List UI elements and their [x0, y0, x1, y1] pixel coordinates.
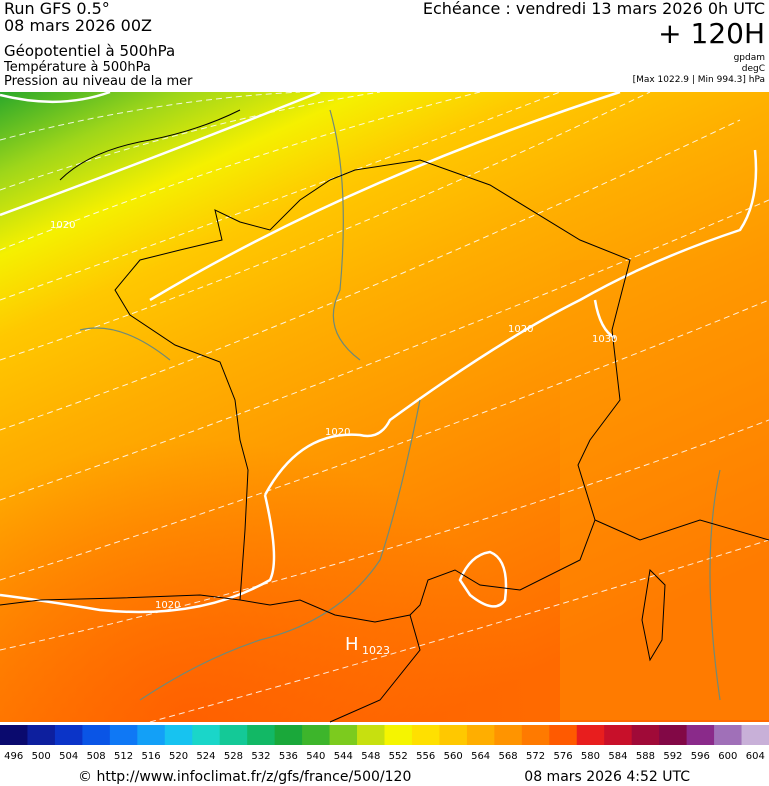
scale-swatch — [686, 725, 715, 745]
scale-swatch — [411, 725, 440, 745]
scale-swatch — [549, 725, 578, 745]
scale-label: 500 — [32, 751, 51, 762]
scale-label: 524 — [196, 751, 215, 762]
scale-swatch — [714, 725, 743, 745]
scale-swatch — [384, 725, 413, 745]
lead-time: Echéance : vendredi 13 mars 2026 0h UTC — [423, 0, 765, 18]
scale-label: 560 — [444, 751, 463, 762]
scale-label: 580 — [581, 751, 600, 762]
scale-swatch — [741, 725, 769, 745]
isobar-label: 1030 — [592, 334, 617, 345]
scale-label: 584 — [608, 751, 627, 762]
scale-label: 600 — [718, 751, 737, 762]
unit: gpdam — [734, 53, 765, 63]
scale-label: 556 — [416, 751, 435, 762]
isobar-label: 1020 — [325, 427, 350, 438]
scale-swatch — [247, 725, 276, 745]
scale-label: 504 — [59, 751, 78, 762]
issue-time: 08 mars 2026 4:52 UTC — [524, 769, 690, 785]
field-label: Température à 500hPa — [3, 60, 151, 75]
scale-swatch — [192, 725, 221, 745]
scale-swatch — [357, 725, 385, 745]
isobar-label: 1020 — [155, 600, 180, 611]
field-label: Pression au niveau de la mer — [4, 74, 193, 89]
map: 1020 1020 1020 1030 1020 H 1023 — [0, 90, 769, 723]
high-pressure: H — [345, 634, 359, 655]
scale-label: 512 — [114, 751, 133, 762]
scale-swatch — [494, 725, 523, 745]
scale-swatch — [27, 725, 56, 745]
field-label: Géopotentiel à 500hPa — [4, 42, 175, 60]
scale-swatch — [109, 725, 138, 745]
scale-swatch — [659, 725, 688, 745]
scale-label: 540 — [306, 751, 325, 762]
scale-label: 496 — [4, 751, 23, 762]
scale-label: 532 — [251, 751, 270, 762]
scale-swatch — [274, 725, 303, 745]
source-url: © http://www.infoclimat.fr/z/gfs/france/… — [78, 769, 411, 785]
scale-swatch — [219, 725, 248, 745]
scale-label: 528 — [224, 751, 243, 762]
scale-label: 520 — [169, 751, 188, 762]
scale-swatch — [329, 725, 358, 745]
scale-swatch — [164, 725, 193, 745]
scale-label: 576 — [553, 751, 572, 762]
isobar-label: 1020 — [50, 220, 75, 231]
unit: degC — [742, 64, 765, 74]
scale-swatch — [631, 725, 660, 745]
pressure-range: [Max 1022.9 | Min 994.3] hPa — [633, 75, 765, 85]
run-date: 08 mars 2026 00Z — [4, 16, 152, 35]
scale-label: 552 — [389, 751, 408, 762]
scale-swatch — [54, 725, 83, 745]
scale-swatch — [0, 725, 28, 745]
scale-label: 596 — [691, 751, 710, 762]
scale-swatch — [439, 725, 468, 745]
scale-label: 516 — [142, 751, 161, 762]
scale-label: 568 — [499, 751, 518, 762]
scale-swatch — [521, 725, 550, 745]
color-scale: 496 500 504 508 512 516 520 524 528 532 536 540 544 5… — [0, 725, 769, 762]
run-title: Run GFS 0.5° — [4, 0, 110, 18]
scale-swatch — [604, 725, 633, 745]
scale-label: 588 — [636, 751, 655, 762]
scale-swatch — [137, 725, 166, 745]
scale-label: 548 — [361, 751, 380, 762]
scale-label: 564 — [471, 751, 490, 762]
isobar-label: 1020 — [508, 324, 533, 335]
scale-label: 544 — [334, 751, 353, 762]
scale-label: 572 — [526, 751, 545, 762]
scale-label: 508 — [87, 751, 106, 762]
scale-label: 604 — [746, 751, 765, 762]
lead-hours: + 120H — [658, 17, 765, 50]
scale-label: 536 — [279, 751, 298, 762]
scale-swatch — [466, 725, 495, 745]
scale-swatch — [576, 725, 605, 745]
scale-swatch — [302, 725, 331, 745]
scale-swatch — [82, 725, 111, 745]
high-pressure-value: 1023 — [362, 644, 390, 657]
scale-label: 592 — [663, 751, 682, 762]
